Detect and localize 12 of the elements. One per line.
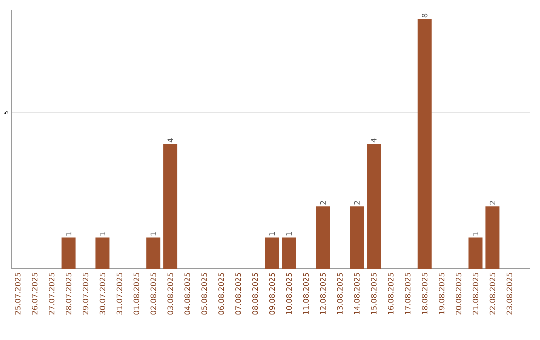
bar — [164, 144, 178, 269]
bar — [418, 19, 432, 269]
bar — [350, 206, 364, 269]
bar — [146, 238, 161, 269]
bar — [468, 238, 483, 269]
bar — [367, 144, 382, 269]
bar — [96, 238, 110, 269]
bar — [316, 206, 330, 269]
bar — [265, 238, 280, 269]
bar — [62, 238, 76, 269]
bar — [282, 238, 296, 269]
bar — [486, 206, 500, 269]
